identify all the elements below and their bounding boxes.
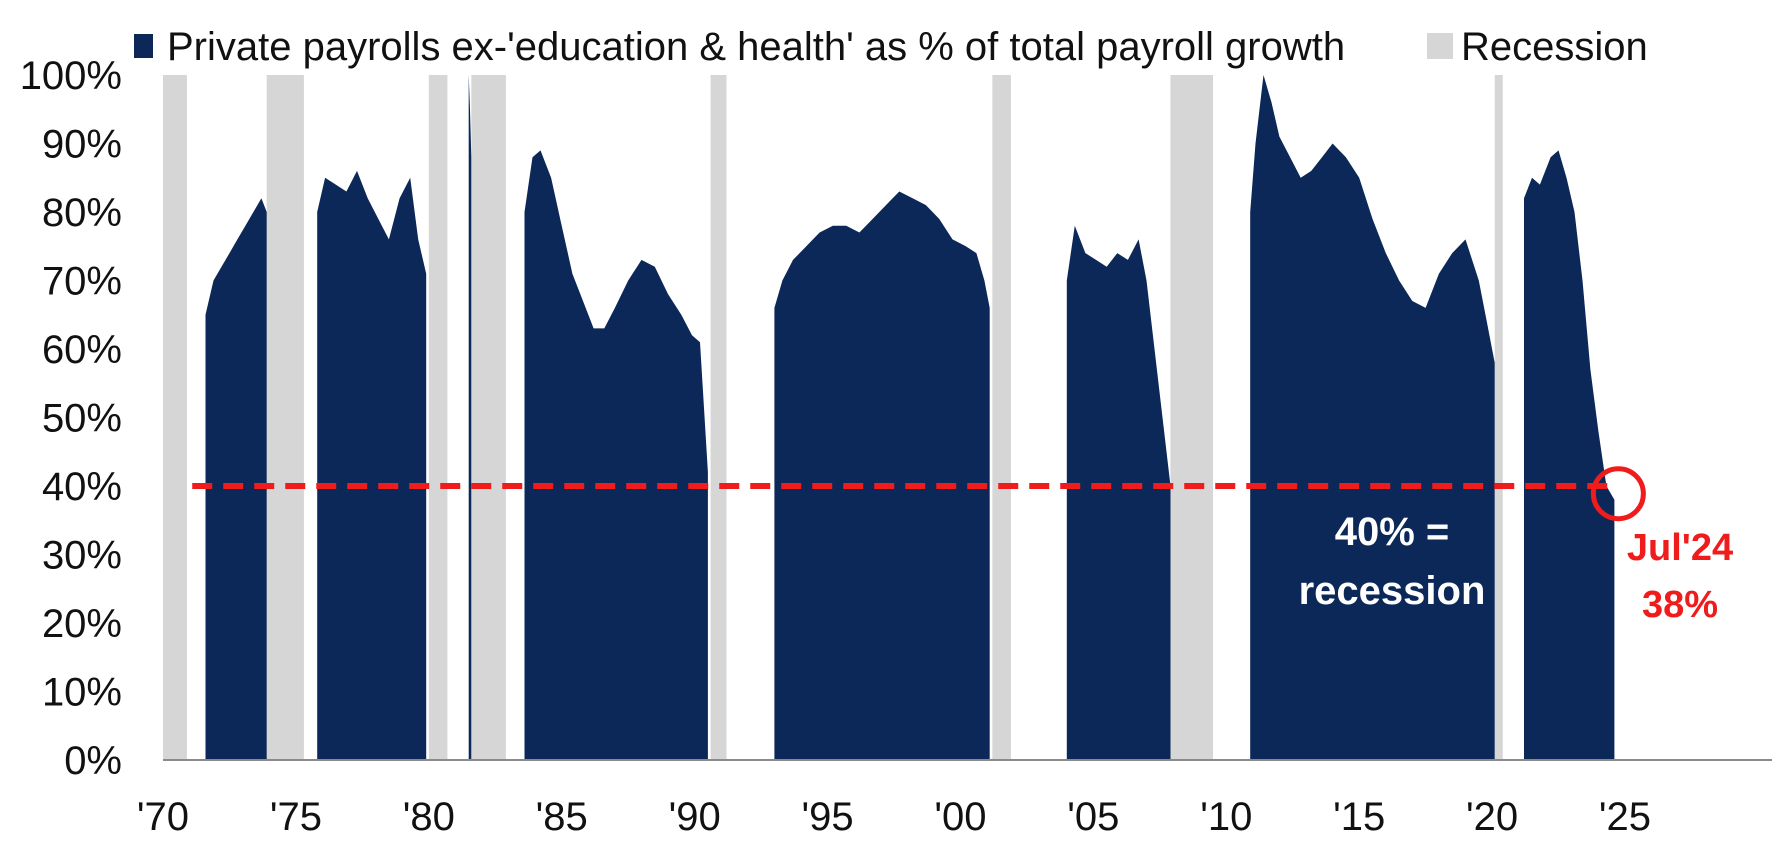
annotations: 40% = recession Jul'24 38% [1299, 466, 1733, 626]
x-tick-label-2025: '25 [1599, 795, 1651, 839]
recession-band-3 [471, 75, 506, 760]
y-tick-label-100: 100% [20, 54, 122, 98]
legend-label-recession: Recession [1461, 25, 1648, 69]
series-area-segment-7 [1524, 150, 1615, 760]
series-area-segment-1 [317, 170, 427, 760]
x-tick-label-2005: '05 [1067, 795, 1119, 839]
legend-swatch-series [134, 34, 153, 58]
y-tick-label-0: 0% [64, 739, 122, 783]
y-tick-label-70: 70% [42, 260, 122, 304]
threshold-label-line2: recession [1299, 569, 1486, 613]
recession-band-7 [1494, 75, 1503, 760]
x-tick-label-1990: '90 [669, 795, 721, 839]
x-tick-label-2015: '15 [1333, 795, 1385, 839]
y-tick-label-90: 90% [42, 123, 122, 167]
x-tick-label-2010: '10 [1200, 795, 1252, 839]
series-area-segment-2 [468, 75, 472, 760]
series-area-segment-4 [774, 191, 990, 760]
recession-band-5 [992, 75, 1011, 760]
latest-label-line2: 38% [1642, 584, 1718, 626]
x-tick-label-1995: '95 [801, 795, 853, 839]
latest-point-marker [1590, 466, 1646, 522]
series-area-segment-3 [524, 150, 708, 760]
recession-band-6 [1170, 75, 1213, 760]
y-tick-label-50: 50% [42, 397, 122, 441]
y-tick-labels: 0% 10% 20% 30% 40% 50% 60% 70% 80% 90% 100% [20, 54, 122, 783]
x-tick-label-1975: '75 [270, 795, 322, 839]
series-area-segment-0 [205, 198, 267, 761]
recession-band-1 [266, 75, 304, 760]
x-tick-label-1985: '85 [536, 795, 588, 839]
series-area-segment-5 [1066, 225, 1171, 760]
x-tick-label-1970: '70 [137, 795, 189, 839]
legend: Private payrolls ex-'education & health'… [134, 25, 1648, 69]
y-tick-label-30: 30% [42, 534, 122, 578]
y-tick-label-20: 20% [42, 602, 122, 646]
y-tick-label-40: 40% [42, 465, 122, 509]
threshold-label-line1: 40% = [1335, 510, 1450, 554]
y-tick-label-60: 60% [42, 328, 122, 372]
recession-band-4 [710, 75, 727, 760]
y-tick-label-10: 10% [42, 671, 122, 715]
recession-band-2 [428, 75, 448, 760]
legend-swatch-recession [1427, 33, 1453, 59]
x-tick-labels: '70 '75 '80 '85 '90 '95 '00 '05 '10 '15 '20 '25 [137, 795, 1651, 839]
recession-bands [163, 75, 1503, 760]
series-area-segment-6 [1250, 75, 1495, 760]
x-tick-label-2020: '20 [1466, 795, 1518, 839]
x-tick-label-2000: '00 [934, 795, 986, 839]
recession-band-0 [163, 75, 187, 760]
series-areas [205, 75, 1615, 761]
legend-label-series: Private payrolls ex-'education & health'… [167, 25, 1345, 69]
latest-label-line1: Jul'24 [1627, 527, 1733, 569]
x-tick-label-1980: '80 [403, 795, 455, 839]
y-tick-label-80: 80% [42, 191, 122, 235]
